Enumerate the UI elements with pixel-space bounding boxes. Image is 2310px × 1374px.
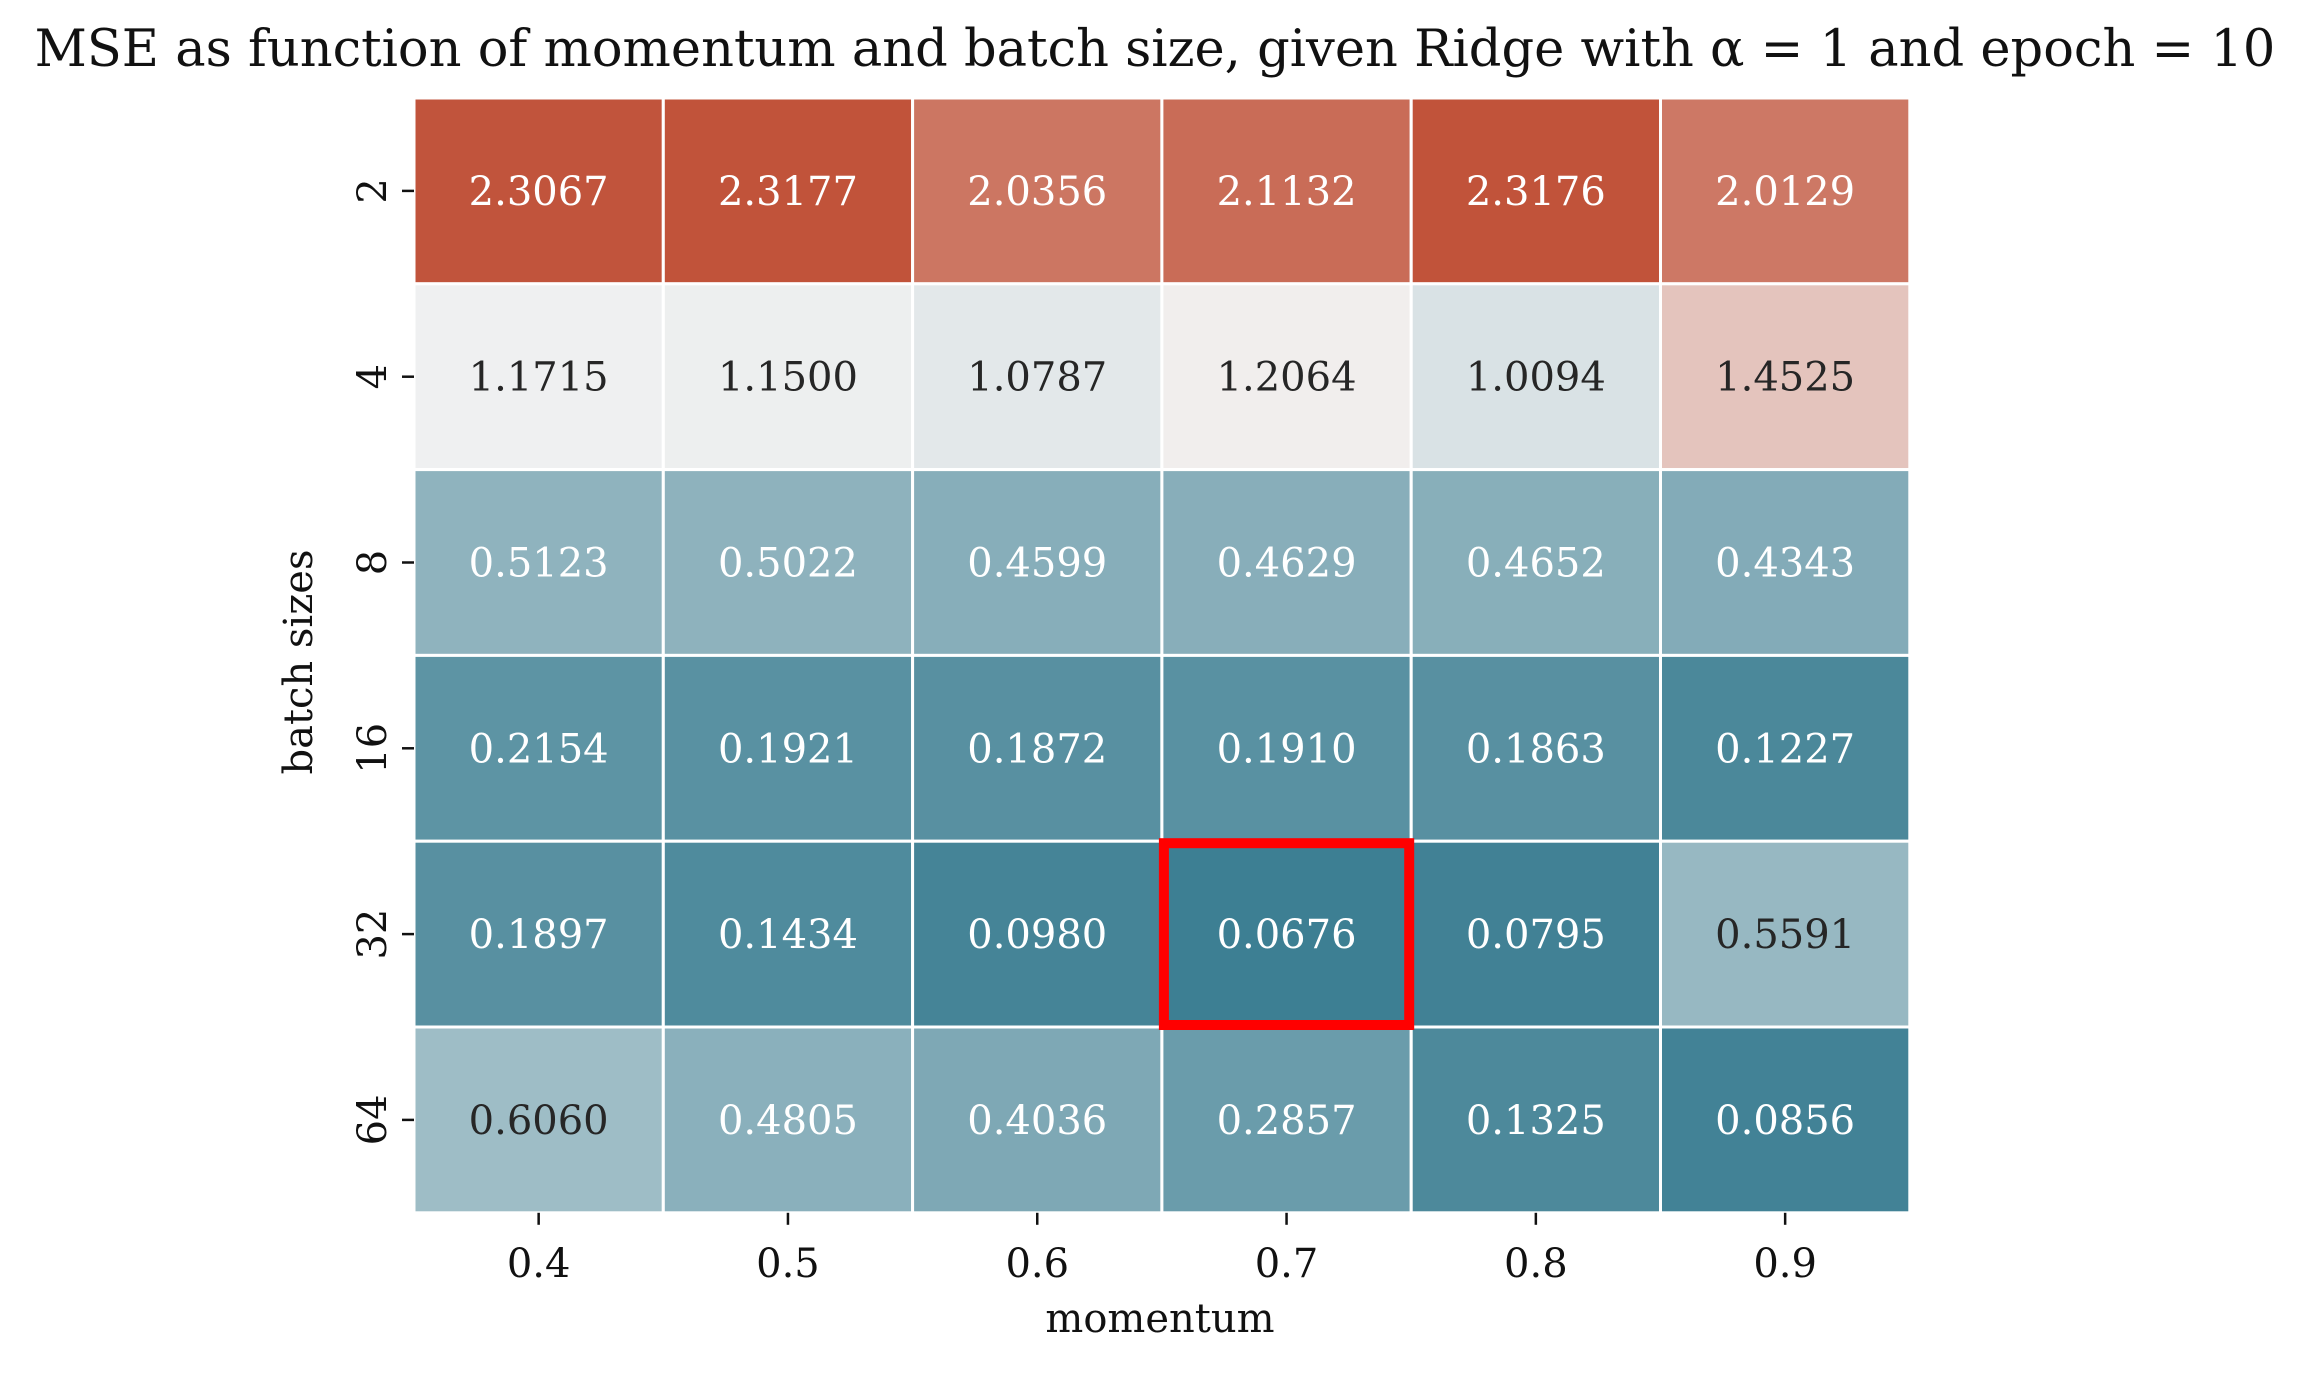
cell-value-label: 0.4805	[718, 1098, 858, 1144]
heatmap-cell	[412, 1025, 665, 1215]
y-axis: 2 4 8 16 32 64	[350, 178, 414, 1145]
cell-value-label: 0.1434	[718, 912, 858, 958]
heatmap-cell	[1409, 468, 1662, 657]
cell-value-label: 1.0094	[1466, 355, 1606, 401]
cell-value-label: 0.0676	[1217, 912, 1357, 958]
cell-value-label: 2.0356	[967, 169, 1107, 215]
cell-value-label: 2.3067	[469, 169, 609, 215]
chart-title: MSE as function of momentum and batch si…	[35, 20, 2276, 79]
heatmap-cell	[1659, 96, 1912, 286]
x-tick-label: 0.5	[756, 1241, 820, 1287]
heatmap-cell	[412, 653, 665, 843]
cell-value-label: 0.5022	[718, 541, 858, 587]
heatmap-cell	[1160, 282, 1413, 472]
heatmap-cell	[1659, 282, 1912, 472]
cell-value-label: 0.1872	[967, 726, 1107, 772]
cell-value-label: 2.3177	[718, 169, 858, 215]
y-tick-label: 16	[350, 723, 396, 774]
cell-value-label: 0.2857	[1217, 1098, 1357, 1144]
cell-value-label: 0.1863	[1466, 726, 1606, 772]
cell-value-label: 0.4343	[1715, 541, 1855, 587]
heatmap-cell	[1160, 839, 1413, 1029]
heatmap-cell	[1160, 96, 1413, 286]
cell-value-label: 0.4652	[1466, 541, 1606, 587]
y-tick-label: 64	[350, 1094, 396, 1145]
heatmap-cell	[412, 839, 665, 1029]
cell-value-label: 0.2154	[469, 726, 609, 772]
cell-value-label: 1.1500	[718, 355, 858, 401]
cell-value-label: 2.3176	[1466, 169, 1606, 215]
cell-value-label: 1.1715	[469, 355, 609, 401]
y-tick-label: 8	[350, 550, 396, 575]
cell-value-label: 0.0795	[1466, 912, 1606, 958]
cell-value-label: 0.4036	[967, 1098, 1107, 1144]
heatmap-cell	[911, 653, 1164, 843]
cell-value-label: 1.0787	[967, 355, 1107, 401]
cell-value-label: 0.1325	[1466, 1098, 1606, 1144]
cell-value-label: 0.0856	[1715, 1098, 1855, 1144]
heatmap-cell	[661, 468, 915, 657]
cell-value-label: 0.5123	[469, 541, 609, 587]
heatmap-cell	[911, 96, 1164, 286]
heatmap-cell	[1409, 839, 1662, 1029]
x-tick-label: 0.8	[1504, 1241, 1568, 1287]
highlight-layer	[1158, 838, 1415, 1031]
highlight-box	[1158, 838, 1415, 1031]
cell-value-label: 0.0980	[967, 912, 1107, 958]
heatmap-cell	[661, 653, 915, 843]
cells-layer	[412, 96, 1912, 1215]
heatmap-cell	[1659, 839, 1912, 1029]
cell-value-label: 0.5591	[1715, 912, 1855, 958]
cell-value-label: 0.1910	[1217, 726, 1357, 772]
y-tick-label: 32	[350, 909, 396, 960]
y-tick-label: 2	[350, 178, 396, 203]
heatmap-cell	[661, 282, 915, 472]
x-tick-label: 0.9	[1753, 1241, 1817, 1287]
heatmap-cell	[1409, 1025, 1662, 1215]
cell-value-label: 0.1897	[469, 912, 609, 958]
x-axis-label: momentum	[1045, 1296, 1274, 1342]
heatmap-cell	[911, 839, 1164, 1029]
x-tick-label: 0.6	[1005, 1241, 1069, 1287]
x-axis: 0.4 0.5 0.6 0.7 0.8 0.9	[507, 1212, 1817, 1287]
cell-value-label: 0.4599	[967, 541, 1107, 587]
x-tick-label: 0.7	[1255, 1241, 1319, 1287]
cell-value-label: 0.4629	[1217, 541, 1357, 587]
cell-value-label: 1.2064	[1217, 355, 1357, 401]
heatmap-cell	[1160, 653, 1413, 843]
cell-value-label: 2.0129	[1715, 169, 1855, 215]
y-tick-label: 4	[350, 364, 396, 389]
heatmap-cell	[1160, 468, 1413, 657]
heatmap-cell	[1659, 468, 1912, 657]
heatmap-cell	[661, 96, 915, 286]
cell-value-label: 0.1227	[1715, 726, 1855, 772]
heatmap-cell	[1659, 653, 1912, 843]
cell-labels-layer: 2.3067 2.3177 2.0356 2.1132 2.3176 2.0129 1.17…	[469, 169, 1855, 1144]
y-axis-label: batch sizes	[276, 550, 322, 775]
heatmap-cell	[412, 96, 665, 286]
cell-value-label: 0.1921	[718, 726, 858, 772]
heatmap-cell	[1659, 1025, 1912, 1215]
cell-value-label: 1.4525	[1715, 355, 1855, 401]
x-tick-label: 0.4	[507, 1241, 571, 1287]
cell-value-label: 2.1132	[1217, 169, 1357, 215]
heatmap-cell	[1409, 653, 1662, 843]
cell-value-label: 0.6060	[469, 1098, 609, 1144]
